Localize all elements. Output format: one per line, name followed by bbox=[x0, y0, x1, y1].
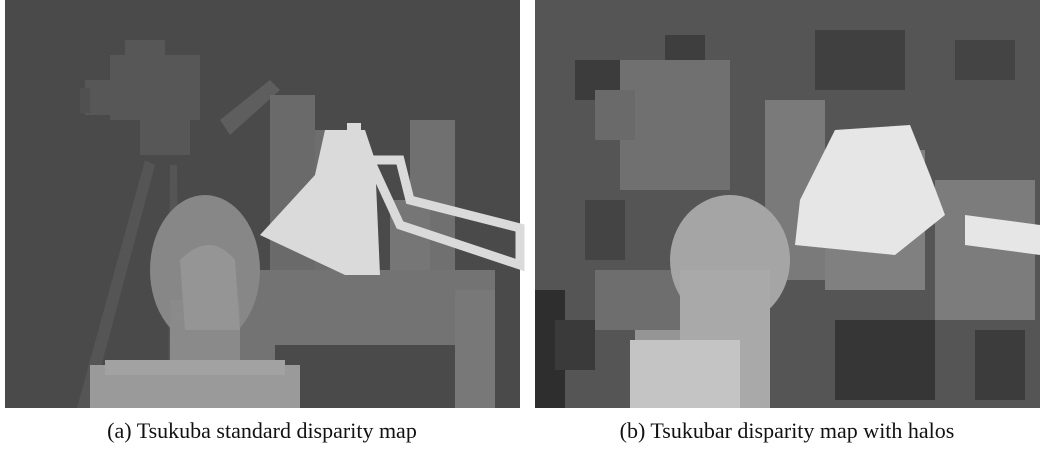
disparity-map-b bbox=[535, 0, 1040, 408]
caption-b: (b) Tsukubar disparity map with halos bbox=[620, 418, 955, 443]
figure: (a) Tsukuba standard disparity map (b) T… bbox=[0, 0, 1040, 458]
caption-a: (a) Tsukuba standard disparity map bbox=[107, 418, 417, 443]
disparity-map-a bbox=[5, 0, 520, 408]
page: (a) Tsukuba standard disparity map (b) T… bbox=[0, 0, 1040, 458]
